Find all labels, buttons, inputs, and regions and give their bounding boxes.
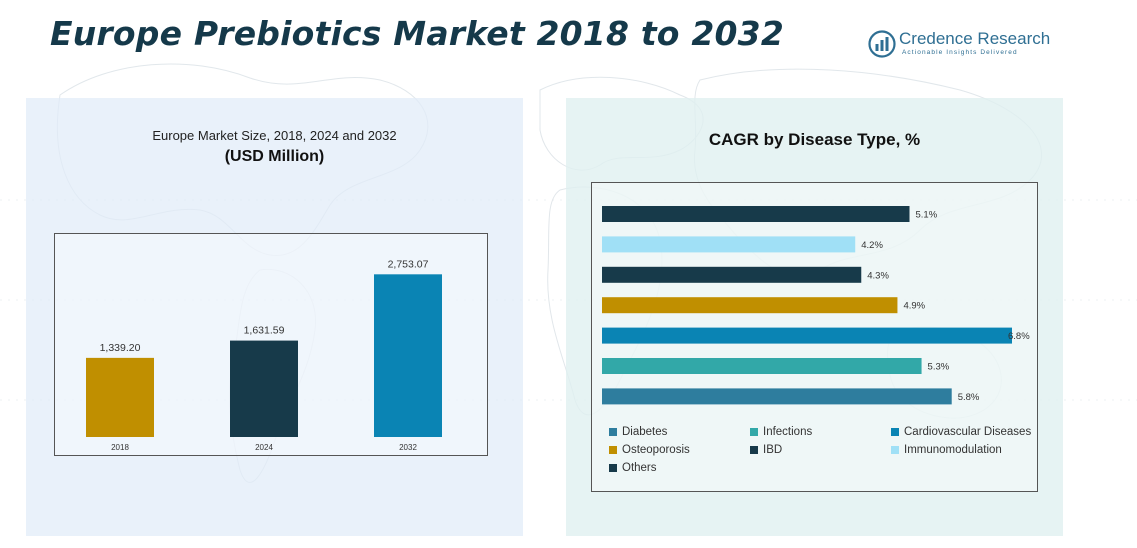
- market-size-chart: 1,339.20 2018 1,631.59 2024 2,753.07 2032: [54, 233, 488, 456]
- cagr-bar-chart-svg: 5.1% 4.2% 4.3% 4.9% 6.8% 5.3% 5.8%: [602, 206, 1030, 405]
- bar-immunomodulation: [602, 236, 856, 253]
- legend-swatch: [891, 446, 899, 454]
- legend-item-cardiovascular-diseases: Cardiovascular Diseases: [891, 426, 1031, 438]
- bar-cardiovascular-diseases: [602, 327, 1012, 344]
- cagr-panel: [566, 98, 1063, 536]
- legend-item-others: Others: [609, 462, 657, 474]
- credence-research-logo[interactable]: Credence Research Actionable Insights De…: [868, 28, 1051, 60]
- legend-label: Others: [622, 462, 657, 474]
- bar-value-label-2018: 1,339.20: [100, 342, 141, 354]
- bar-2032: [374, 274, 442, 437]
- bar-ibd: [602, 266, 862, 283]
- x-tick-label-2024: 2024: [255, 443, 273, 452]
- legend-label: Immunomodulation: [904, 444, 1002, 456]
- market-size-bar-chart-svg: 1,339.20 2018 1,631.59 2024 2,753.07 2032: [86, 258, 442, 452]
- legend-swatch: [609, 428, 617, 436]
- x-tick-label-2032: 2032: [399, 443, 417, 452]
- legend-item-osteoporosis: Osteoporosis: [609, 444, 690, 456]
- logo-icon: [868, 30, 896, 58]
- bar-2018: [86, 357, 154, 437]
- legend-label: Cardiovascular Diseases: [904, 426, 1032, 438]
- legend-swatch: [750, 446, 758, 454]
- legend-swatch: [891, 428, 899, 436]
- bar-value-label-cardiovascular-diseases: 6.8%: [1008, 331, 1030, 342]
- legend-swatch: [609, 446, 617, 454]
- bar-value-label-others: 5.1%: [916, 210, 938, 221]
- bar-osteoporosis: [602, 297, 898, 314]
- legend-swatch: [609, 464, 617, 472]
- bar-diabetes: [602, 388, 952, 405]
- bar-value-label-2032: 2,753.07: [388, 258, 429, 270]
- legend-item-diabetes: Diabetes: [609, 426, 667, 438]
- bar-others: [602, 206, 910, 222]
- bar-value-label-infections: 5.3%: [928, 362, 950, 373]
- legend-label: IBD: [763, 444, 783, 456]
- legend-label: Infections: [763, 426, 813, 438]
- bar-value-label-immunomodulation: 4.2%: [861, 240, 883, 251]
- legend-swatch: [750, 428, 758, 436]
- legend-item-infections: Infections: [750, 426, 812, 438]
- cagr-chart-title: CAGR by Disease Type, %: [708, 130, 921, 149]
- bar-2024: [230, 340, 298, 437]
- bar-value-label-diabetes: 5.8%: [958, 392, 980, 403]
- legend-item-ibd: IBD: [750, 444, 782, 456]
- logo-name: Credence Research: [899, 29, 1051, 48]
- legend-item-immunomodulation: Immunomodulation: [891, 444, 1002, 456]
- logo-tagline: Actionable Insights Delivered: [902, 49, 1018, 56]
- bar-value-label-osteoporosis: 4.9%: [903, 301, 925, 312]
- x-tick-label-2018: 2018: [111, 443, 129, 452]
- page-title: Europe Prebiotics Market 2018 to 2032: [50, 14, 784, 53]
- bar-value-label-2024: 1,631.59: [244, 325, 285, 337]
- cagr-chart: 5.1% 4.2% 4.3% 4.9% 6.8% 5.3% 5.8%: [591, 182, 1038, 492]
- legend-label: Diabetes: [622, 426, 668, 438]
- market-size-chart-title: Europe Market Size, 2018, 2024 and 2032: [152, 128, 397, 143]
- bar-infections: [602, 358, 922, 374]
- legend-label: Osteoporosis: [622, 444, 690, 456]
- market-size-chart-subtitle: (USD Million): [224, 148, 325, 165]
- bar-value-label-ibd: 4.3%: [867, 270, 889, 281]
